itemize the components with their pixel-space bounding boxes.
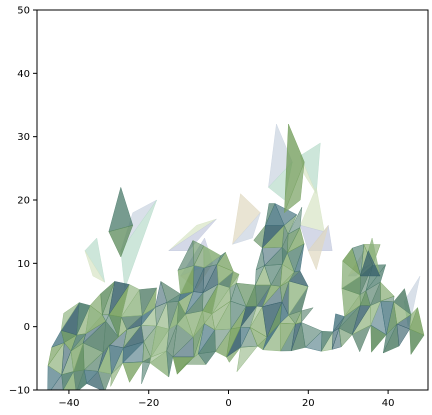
surface-facet xyxy=(192,240,204,266)
y-tick-label: 40 xyxy=(17,69,30,80)
y-tick-label: 10 xyxy=(17,259,30,270)
x-tick-label: −20 xyxy=(138,398,159,409)
x-tick-label: 20 xyxy=(302,398,315,409)
faint-facet xyxy=(168,218,217,251)
surface-facet xyxy=(380,281,395,302)
surface-facet xyxy=(301,322,323,348)
surface-facet xyxy=(351,244,365,276)
surface-facet xyxy=(265,203,276,226)
surface-facet xyxy=(365,264,387,291)
surface-facet xyxy=(203,245,222,268)
surface-facet xyxy=(121,284,140,318)
y-tick-label: 50 xyxy=(17,6,30,17)
x-tick-label: 40 xyxy=(382,398,395,409)
triangulated-surface xyxy=(47,123,425,390)
surface-facet xyxy=(108,281,130,315)
faint-facet xyxy=(120,199,157,289)
surface-facet xyxy=(409,307,418,330)
x-tick-label: −40 xyxy=(58,398,79,409)
faint-facet xyxy=(84,250,106,283)
spire-facet xyxy=(359,250,381,277)
surface-facet xyxy=(61,302,80,331)
surface-facet xyxy=(236,282,256,308)
faint-facet xyxy=(308,225,329,271)
faint-facet xyxy=(231,212,261,245)
x-axis: −40 −20 0 20 40 xyxy=(58,390,394,409)
surface-facet xyxy=(76,302,91,336)
y-tick-label: 0 xyxy=(24,322,30,333)
surface-facet xyxy=(229,271,240,288)
spire-facet xyxy=(108,225,134,258)
y-tick-label: −10 xyxy=(9,386,30,397)
surface-facet xyxy=(216,252,226,265)
spire-facet xyxy=(283,161,305,214)
y-tick-label: 20 xyxy=(17,196,30,207)
y-axis: −10 0 10 20 30 40 50 xyxy=(9,6,37,397)
x-tick-label: 0 xyxy=(225,398,231,409)
surface-facet xyxy=(301,307,314,323)
surface-facet xyxy=(332,313,345,332)
surface-facet xyxy=(393,288,412,316)
y-tick-label: 30 xyxy=(17,132,30,143)
surface-facet xyxy=(160,280,181,303)
surface-facet xyxy=(287,207,303,235)
surface-facet xyxy=(321,330,334,353)
surface-facet xyxy=(139,287,157,317)
surface-facet xyxy=(100,281,115,315)
